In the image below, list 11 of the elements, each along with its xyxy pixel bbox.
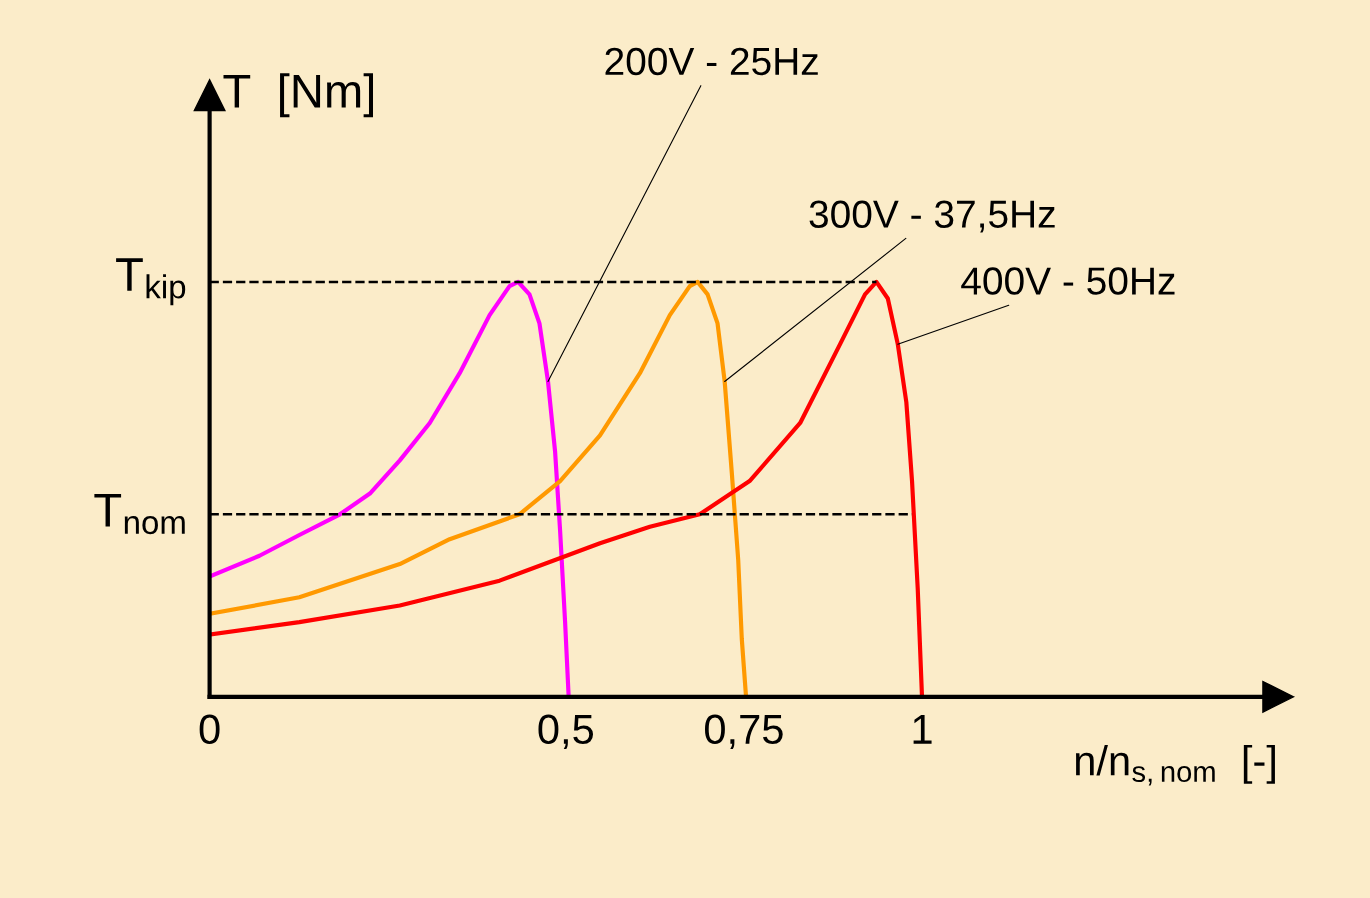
x-tick-label: 0,75 bbox=[704, 714, 783, 750]
series-label: 400V - 50Hz bbox=[961, 267, 1175, 295]
x-tick-label: 0 bbox=[199, 714, 220, 745]
ref-line-label: T$_{kip}$ bbox=[116, 258, 186, 306]
y-axis-title: T [Nm] bbox=[223, 73, 373, 118]
x-tick-label: 0,5 bbox=[538, 714, 594, 750]
x-axis-title: n/n$_{s,nom}$ [-] bbox=[1075, 744, 1275, 786]
ref-line-label: T$_{nom}$ bbox=[94, 493, 185, 535]
text: 200V - 25Hz bbox=[605, 47, 818, 76]
x-tick-label: 1 bbox=[913, 715, 932, 744]
text: 300V - 37,5Hz bbox=[809, 200, 1055, 233]
